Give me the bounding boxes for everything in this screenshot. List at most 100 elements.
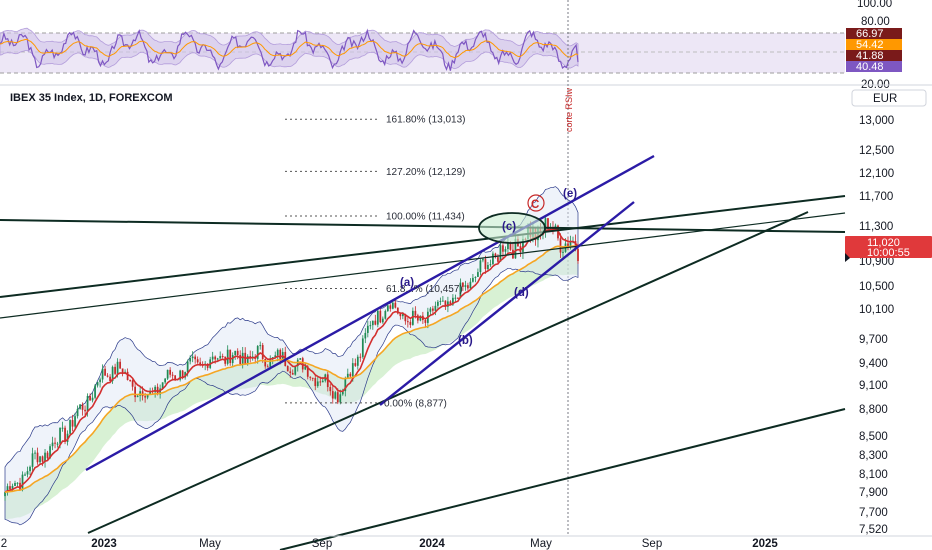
- candle-body: [484, 259, 487, 270]
- candle-body: [261, 345, 264, 359]
- candle-body: [84, 409, 86, 412]
- candle-body: [76, 408, 79, 417]
- candle-body: [71, 420, 74, 427]
- candle-body: [239, 354, 242, 365]
- fib-level-label: 100.00% (11,434): [386, 211, 465, 222]
- fib-level-label: 61.8...% (10,457): [386, 284, 463, 295]
- price-tick-label: 9,700: [859, 334, 888, 346]
- rsi-tick-100: 100.00: [857, 0, 892, 10]
- candle-body: [344, 378, 347, 392]
- price-tick-label: 10,100: [859, 304, 894, 316]
- ema-red-line: [4, 227, 579, 493]
- candle-body: [376, 310, 379, 325]
- trend-lines: [0, 195, 846, 550]
- candle-body: [454, 297, 457, 299]
- candle-body: [384, 310, 387, 319]
- candle-body: [522, 238, 524, 252]
- candle-body: [184, 372, 187, 378]
- rsi-value-badge-text: 54.42: [856, 39, 884, 51]
- rsi-bollinger-band: [0, 27, 579, 70]
- time-tick-label: May: [530, 538, 552, 550]
- candle-body: [166, 369, 169, 379]
- currency-button[interactable]: EUR: [851, 89, 927, 107]
- candle-body: [504, 249, 507, 252]
- candle-body: [56, 443, 59, 445]
- candle-body: [294, 366, 297, 375]
- cloud-fill: [5, 246, 578, 520]
- candle-body: [349, 373, 352, 377]
- candle-body: [36, 452, 39, 463]
- candle-body: [321, 380, 324, 383]
- candle-body: [131, 380, 134, 387]
- candle-body: [181, 370, 184, 378]
- candle-body: [221, 356, 224, 358]
- wave-label-b: (b): [458, 335, 473, 347]
- candle-body: [29, 466, 31, 472]
- candle-body: [341, 391, 344, 395]
- rsi-value-badge-text: 66.97: [856, 28, 884, 40]
- candle-body: [447, 301, 449, 307]
- candle-body: [144, 396, 146, 398]
- price-tick-label: 8,500: [859, 431, 888, 443]
- candle-body: [164, 378, 167, 383]
- candle-body: [196, 359, 199, 363]
- channel-lines: [85, 154, 655, 472]
- candle-body: [401, 314, 404, 317]
- candle-body: [329, 387, 332, 392]
- rsi-value-badge: [846, 28, 902, 39]
- candle-body: [356, 356, 359, 366]
- price-tick-label: 11,700: [859, 191, 893, 203]
- candle-body: [154, 386, 157, 393]
- currency-button-label[interactable]: EUR: [873, 93, 897, 105]
- candle-body: [351, 363, 354, 377]
- candle-body: [81, 404, 84, 410]
- candle-body: [439, 300, 442, 302]
- candle-body: [179, 370, 182, 380]
- time-tick-label: May: [199, 538, 221, 550]
- candle-body: [219, 356, 222, 359]
- candle-body: [114, 366, 116, 374]
- candle-body: [169, 369, 172, 375]
- candle-body: [359, 356, 362, 358]
- circle-highlight: [478, 212, 546, 244]
- candle-body: [266, 366, 269, 368]
- candle-body: [394, 302, 397, 308]
- time-tick-label: 2024: [419, 538, 445, 550]
- candle-body: [371, 320, 374, 326]
- price-tick-label: 10,900: [859, 256, 894, 268]
- price-tick-label: 9,100: [859, 380, 888, 392]
- candle-body: [6, 486, 9, 493]
- candle-body: [304, 366, 307, 370]
- candle-body: [94, 385, 96, 398]
- fib-levels: 161.80% (13,013) 127.20% (12,129) 100.00% …: [285, 115, 466, 409]
- candle-body: [507, 242, 509, 250]
- candle-body: [269, 358, 272, 367]
- candle-body: [567, 243, 569, 247]
- candle-body: [89, 395, 91, 401]
- candle-body: [279, 349, 282, 361]
- candle-body: [319, 381, 322, 383]
- candle-body: [226, 349, 229, 364]
- candle-body: [39, 456, 41, 463]
- candle-body: [111, 366, 114, 382]
- candle-body: [462, 282, 464, 287]
- candle-body: [429, 308, 432, 312]
- time-tick-label: Sep: [312, 538, 332, 550]
- candle-body: [314, 378, 317, 387]
- candle-body: [492, 253, 494, 265]
- candle-body: [66, 433, 69, 442]
- candle-body: [229, 349, 232, 364]
- candle-body: [274, 355, 277, 358]
- candle-body: [389, 305, 392, 309]
- candle-body: [489, 264, 492, 266]
- trend-line-upper-long: [0, 195, 846, 298]
- candle-body: [299, 358, 302, 360]
- fib-level-label: 127.20% (12,129): [386, 167, 466, 178]
- currency-button-frame[interactable]: [851, 89, 927, 107]
- candle-body: [437, 301, 439, 306]
- candle-body: [286, 366, 289, 372]
- candle-body: [381, 318, 384, 323]
- price-tick-label: 7,520: [859, 524, 888, 536]
